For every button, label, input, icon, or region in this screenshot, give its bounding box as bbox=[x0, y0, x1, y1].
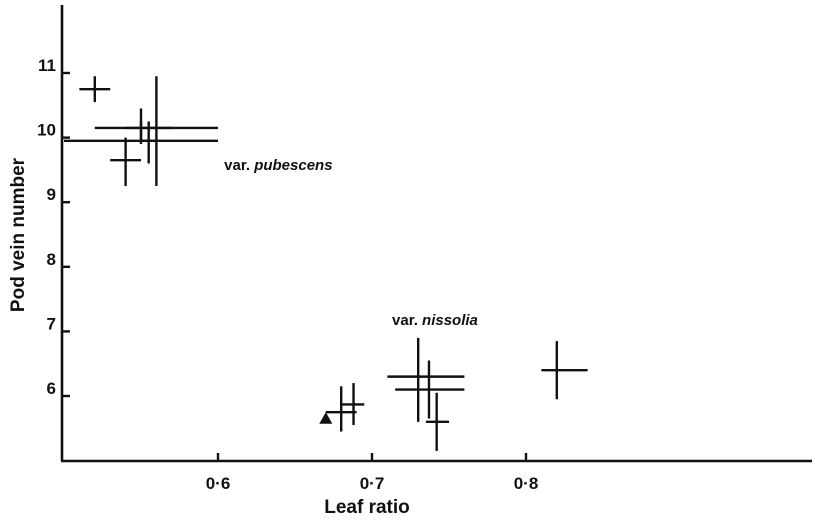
chart-ticks: 0·6 0·7 0·8 6 7 8 9 10 11 bbox=[37, 56, 538, 493]
x-axis-title: Leaf ratio bbox=[324, 497, 410, 518]
chart-axes bbox=[60, 5, 812, 463]
x-tick-label: 0·6 bbox=[206, 474, 231, 493]
x-tick-label: 0·7 bbox=[360, 474, 385, 493]
group-label-name: nissolia bbox=[422, 312, 478, 329]
y-tick-label: 8 bbox=[47, 250, 56, 269]
y-tick-label: 11 bbox=[38, 56, 56, 75]
data-point-nissolia bbox=[325, 386, 357, 432]
data-point-pubescens bbox=[141, 121, 157, 164]
group-label-name: pubescens bbox=[253, 157, 332, 174]
x-tick-label: 0·8 bbox=[514, 474, 539, 493]
data-point-nissolia bbox=[395, 360, 465, 419]
y-axis-title: Pod vein number bbox=[8, 157, 29, 312]
group-label-prefix: var. bbox=[392, 312, 422, 329]
group-label-prefix: var. bbox=[224, 157, 254, 174]
group-label-pubescens: var. pubescens bbox=[224, 157, 332, 174]
data-point-nissolia bbox=[341, 383, 365, 426]
data-point-pubescens bbox=[79, 76, 111, 103]
y-tick-label: 7 bbox=[47, 314, 56, 333]
y-tick-label: 9 bbox=[47, 185, 56, 204]
data-point-nissolia bbox=[387, 337, 465, 422]
chart-marks bbox=[64, 76, 588, 451]
y-tick-label: 6 bbox=[47, 379, 56, 398]
data-point-nissolia bbox=[541, 341, 588, 400]
y-tick-label: 10 bbox=[37, 121, 56, 140]
data-point-nissolia bbox=[425, 392, 449, 451]
data-point-pubescens bbox=[110, 137, 141, 187]
triangle-marker bbox=[319, 412, 333, 424]
group-label-nissolia: var. nissolia bbox=[392, 312, 478, 329]
